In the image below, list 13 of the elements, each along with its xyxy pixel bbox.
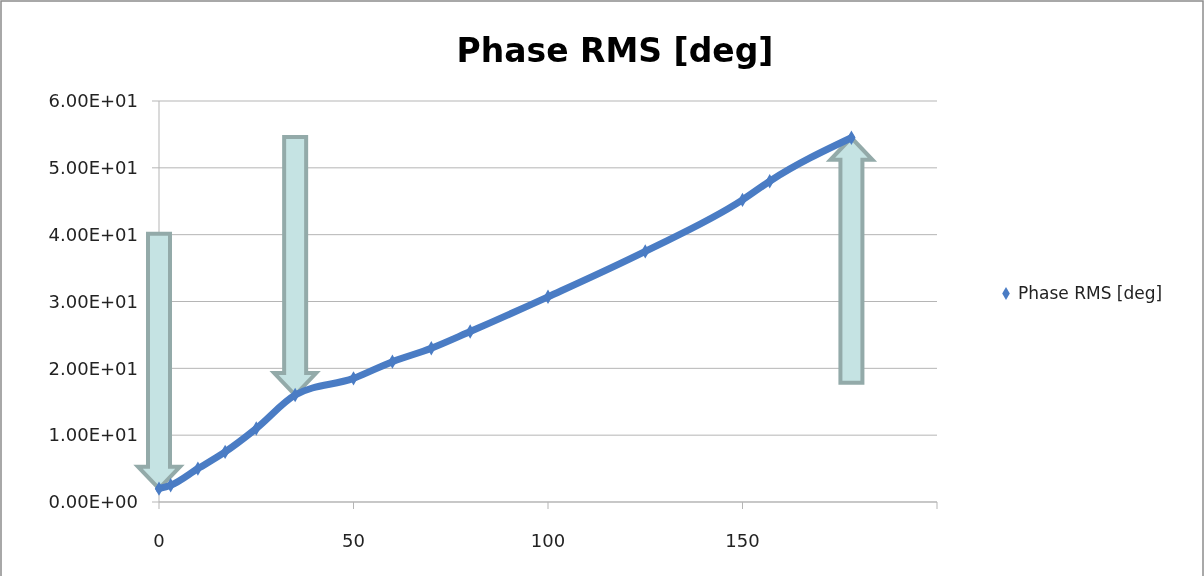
y-tick-label: 1.00E+01 <box>48 424 138 446</box>
x-tick-label: 100 <box>530 530 566 551</box>
y-tick-label: 5.00E+01 <box>48 157 138 179</box>
y-tick-label: 2.00E+01 <box>48 357 138 379</box>
legend-label: Phase RMS [deg] <box>1018 283 1163 304</box>
y-tick-label: 0.00E+00 <box>48 491 138 513</box>
x-tick-label: 150 <box>725 530 760 551</box>
chart-title: Phase RMS [deg] <box>456 31 774 70</box>
x-tick-label: 0 <box>153 530 165 551</box>
x-tick-label: 50 <box>342 530 365 551</box>
y-tick-label: 4.00E+01 <box>48 223 138 245</box>
y-tick-label: 3.00E+01 <box>48 290 138 312</box>
y-tick-label: 6.00E+01 <box>48 90 138 112</box>
